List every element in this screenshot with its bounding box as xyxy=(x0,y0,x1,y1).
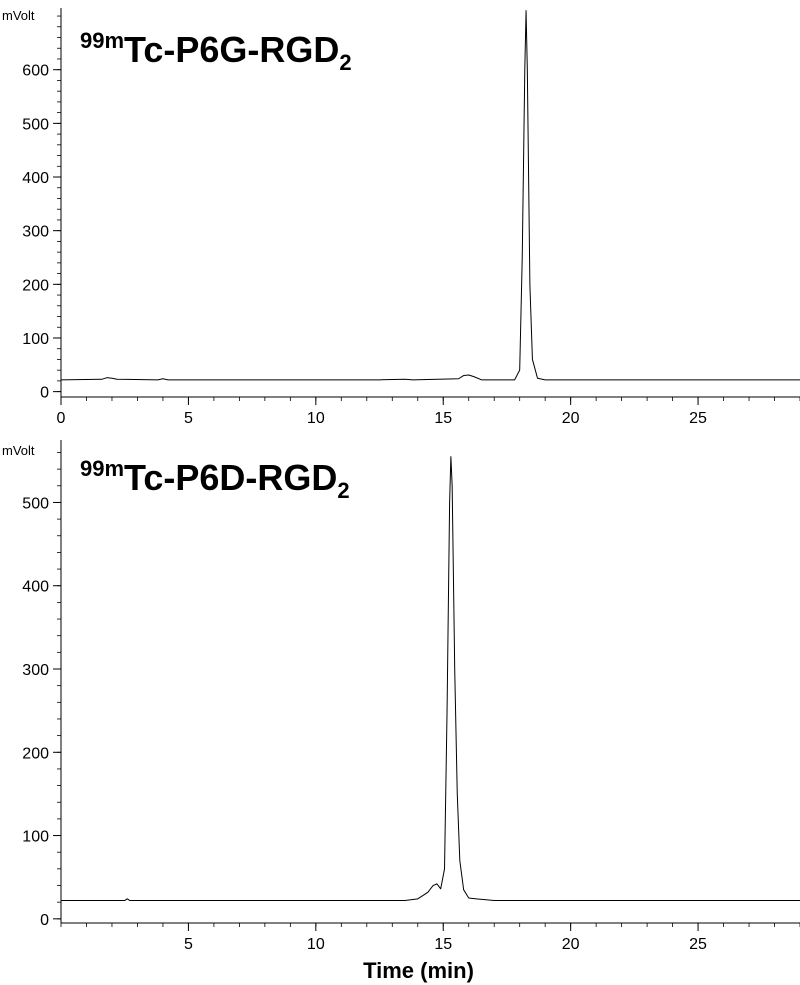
title-subscript: 2 xyxy=(339,50,351,75)
title-main-text: Tc-P6D-RGD xyxy=(124,457,337,498)
y-tick-label: 500 xyxy=(22,495,49,512)
chromatogram-trace xyxy=(60,10,800,381)
x-tick-label: 5 xyxy=(184,410,193,427)
y-tick-label: 200 xyxy=(22,745,49,762)
x-tick-label: 15 xyxy=(434,936,452,953)
y-tick-label: 300 xyxy=(22,662,49,679)
title-main-text: Tc-P6G-RGD xyxy=(124,29,339,70)
y-tick-label: 400 xyxy=(22,170,49,187)
y-axis-unit: mVolt xyxy=(2,443,35,458)
x-tick-label: 25 xyxy=(689,410,707,427)
y-tick-label: 100 xyxy=(22,829,49,846)
y-tick-label: 0 xyxy=(40,385,49,402)
x-tick-label: 20 xyxy=(562,936,580,953)
title-subscript: 2 xyxy=(337,478,349,503)
x-tick-label: 10 xyxy=(307,936,325,953)
title-superscript: 99m xyxy=(80,28,124,53)
y-tick-label: 200 xyxy=(22,277,49,294)
y-tick-label: 0 xyxy=(40,912,49,929)
chart-title: 99mTc-P6D-RGD2 xyxy=(80,456,350,503)
x-tick-label: 10 xyxy=(307,410,325,427)
y-tick-label: 300 xyxy=(22,224,49,241)
x-tick-label: 5 xyxy=(184,936,193,953)
y-tick-label: 100 xyxy=(22,331,49,348)
y-tick-label: 400 xyxy=(22,579,49,596)
chromatogram-panel-top: 0 100 200 300 400 500 600 0 5 10 15 20 25 mVolt 99mTc-… xyxy=(2,8,800,427)
chromatogram-trace xyxy=(61,456,800,902)
chromatogram-panel-bottom: 0 100 200 300 400 500 5 10 15 20 25 mVolt 99mTc-P6D-… xyxy=(2,440,800,983)
y-axis-unit: mVolt xyxy=(2,8,35,23)
y-tick-label: 600 xyxy=(22,63,49,80)
x-tick-label: 0 xyxy=(57,410,66,427)
x-axis-title: Time (min) xyxy=(363,958,474,983)
x-tick-label: 15 xyxy=(434,410,452,427)
title-superscript: 99m xyxy=(80,456,124,481)
x-tick-label: 25 xyxy=(689,936,707,953)
chart-title: 99mTc-P6G-RGD2 xyxy=(80,28,352,75)
y-tick-label: 500 xyxy=(22,116,49,133)
x-tick-label: 20 xyxy=(562,410,580,427)
